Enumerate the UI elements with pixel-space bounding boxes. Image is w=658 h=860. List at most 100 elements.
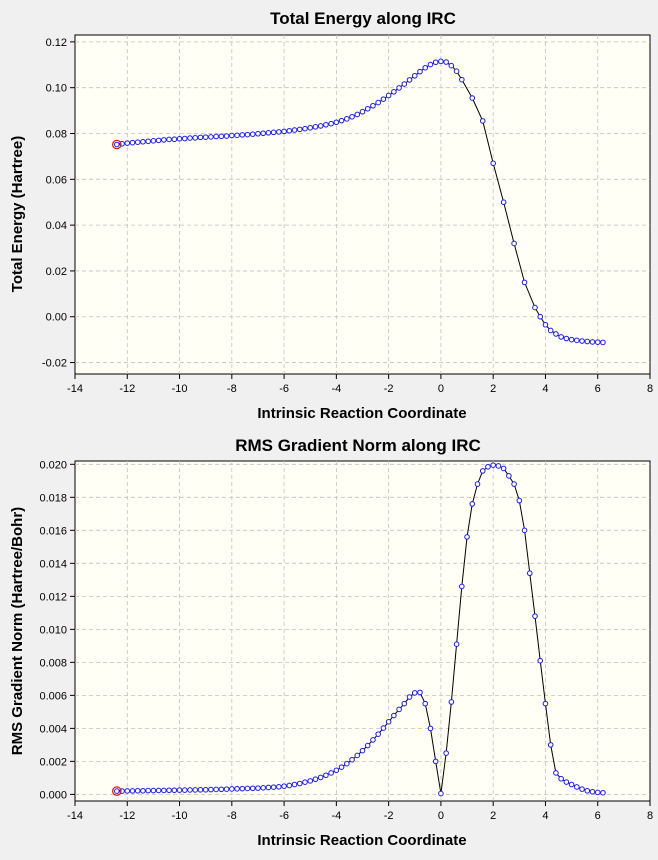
gradient-data-point	[218, 786, 225, 793]
energy-data-point	[166, 136, 172, 143]
gradient-data-point	[129, 788, 136, 794]
gradient-data-point	[579, 786, 585, 792]
gradient-data-point	[223, 786, 230, 792]
gradient-data-point	[317, 774, 324, 781]
gradient-data-point	[291, 781, 298, 788]
energy-x-tick-label: 2	[490, 383, 496, 395]
gradient-data-point	[516, 497, 523, 504]
gradient-data-point	[333, 767, 340, 774]
energy-x-tick-label: 0	[438, 383, 444, 395]
energy-data-point	[328, 120, 334, 127]
gradient-data-point	[427, 725, 434, 732]
energy-data-point	[459, 76, 465, 83]
gradient-data-point	[161, 787, 167, 794]
energy-data-point	[385, 92, 392, 99]
energy-data-point	[255, 130, 261, 137]
energy-data-point	[176, 135, 183, 142]
energy-data-point	[432, 59, 439, 66]
energy-data-point	[223, 133, 230, 139]
gradient-x-tick-label: -2	[384, 810, 394, 822]
gradient-data-point	[145, 787, 151, 794]
gradient-data-point	[270, 784, 277, 790]
energy-data-point	[469, 95, 476, 101]
gradient-data-point	[459, 583, 465, 590]
energy-y-tick-label: 0.04	[46, 220, 67, 232]
energy-x-tick-label: -4	[331, 383, 341, 395]
energy-data-point	[213, 133, 219, 140]
gradient-data-point	[370, 737, 376, 743]
gradient-data-point	[197, 786, 204, 793]
gradient-data-point	[375, 731, 381, 737]
gradient-y-tick-label: 0.006	[39, 690, 67, 702]
energy-y-tick-label: 0.12	[46, 37, 67, 49]
gradient-data-point	[208, 786, 214, 793]
energy-data-point	[563, 335, 570, 342]
gradient-data-point	[171, 787, 178, 794]
energy-data-point	[218, 133, 225, 140]
gradient-data-point	[432, 758, 439, 765]
energy-data-point	[265, 130, 272, 136]
energy-data-point	[558, 334, 564, 340]
gradient-axis-ticks: -14 -12 -10 -8 -6 -4 -2 0 2 4 6 8 0.000 0.002 0.004 0.0…	[39, 459, 653, 822]
energy-data-point	[427, 61, 434, 68]
energy-y-axis-label: Total Energy (Hartree)	[9, 136, 26, 292]
gradient-data-point	[234, 785, 240, 792]
energy-data-point	[448, 62, 455, 69]
gradient-x-tick-label: -12	[119, 810, 135, 822]
energy-data-point	[411, 72, 418, 79]
gradient-data-point	[124, 788, 131, 794]
energy-x-axis-label: Intrinsic Reaction Coordinate	[257, 405, 466, 422]
energy-series	[112, 58, 606, 346]
gradient-x-tick-label: 6	[595, 810, 601, 822]
energy-data-point	[479, 118, 486, 124]
gradient-chart-title: RMS Gradient Norm along IRC	[235, 436, 481, 455]
energy-gridlines	[75, 35, 650, 374]
gradient-data-point	[134, 787, 141, 794]
gradient-data-point	[328, 770, 334, 776]
energy-data-point	[511, 240, 517, 247]
gradient-data-point	[396, 706, 402, 713]
energy-chart: Total Energy along IRC -14 -12 -10 -8 -6 -4 -2…	[9, 9, 653, 422]
energy-data-point	[234, 132, 240, 139]
gradient-data-point	[422, 700, 429, 707]
gradient-x-axis-label: Intrinsic Reaction Coordinate	[257, 832, 466, 849]
gradient-data-point	[302, 779, 308, 785]
energy-data-point	[239, 132, 246, 138]
gradient-y-tick-label: 0.000	[39, 789, 67, 801]
gradient-data-point	[202, 786, 209, 793]
gradient-y-tick-label: 0.014	[39, 558, 67, 570]
energy-data-point	[490, 160, 496, 167]
energy-data-point	[187, 135, 193, 141]
gradient-data-point	[453, 641, 460, 648]
energy-data-point	[579, 338, 585, 344]
energy-current-point-marker	[112, 139, 122, 150]
energy-data-point	[396, 85, 402, 91]
energy-data-point	[229, 132, 235, 139]
gradient-x-tick-label: 0	[438, 810, 444, 822]
energy-x-tick-label: 8	[647, 383, 653, 395]
energy-data-point	[542, 321, 549, 328]
gradient-data-point	[584, 787, 591, 794]
gradient-data-point	[594, 789, 601, 796]
gradient-data-point	[114, 788, 120, 794]
energy-y-tick-label: 0.06	[46, 174, 67, 186]
gradient-data-point	[296, 780, 303, 787]
gradient-current-point-marker	[112, 786, 122, 796]
gradient-data-point	[479, 468, 486, 474]
gradient-data-point	[542, 700, 549, 707]
energy-data-point	[208, 134, 214, 140]
energy-data-point	[453, 68, 460, 74]
energy-axis-ticks: -14 -12 -10 -8 -6 -4 -2 0 2 4 6 8 -0.02 0.00 0.02 0.04 0…	[42, 37, 653, 395]
energy-data-point	[344, 116, 350, 122]
energy-data-point	[422, 64, 429, 71]
gradient-data-point	[385, 718, 392, 725]
energy-data-point	[338, 117, 345, 124]
gradient-data-point	[506, 473, 512, 479]
energy-data-point	[161, 137, 167, 143]
energy-data-point	[202, 134, 209, 140]
energy-data-point	[129, 139, 136, 146]
gradient-data-point	[526, 570, 533, 577]
gradient-data-point	[417, 689, 423, 696]
energy-x-tick-label: -14	[67, 383, 83, 395]
gradient-data-point	[176, 787, 183, 793]
